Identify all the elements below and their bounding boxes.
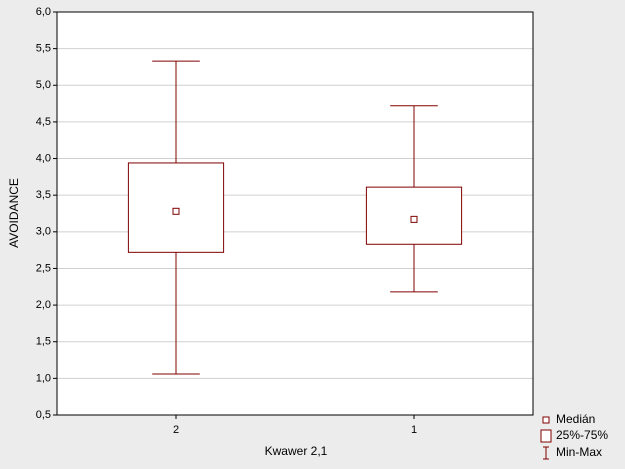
y-tick-label: 1,5: [36, 336, 51, 348]
y-tick-label: 4,5: [36, 116, 51, 128]
y-tick-label: 4,0: [36, 152, 51, 164]
legend-median-icon: [542, 416, 550, 424]
median: [172, 207, 180, 215]
y-tick-label: 0,5: [36, 409, 51, 421]
box: [365, 186, 463, 245]
x-tick-label: 2: [173, 424, 179, 436]
median: [410, 215, 418, 223]
y-axis-label: AVOIDANCE: [7, 178, 21, 248]
y-tick-label: 5,0: [36, 79, 51, 91]
y-tick-label: 3,0: [36, 226, 51, 238]
x-axis-label: Kwawer 2,1: [265, 444, 328, 458]
plot-frame: [56, 11, 534, 416]
legend-label: 25%-75%: [556, 428, 608, 442]
box: [127, 162, 225, 253]
y-tick-label: 6,0: [36, 6, 51, 18]
legend-label: Min-Max: [556, 445, 602, 459]
x-tick-label: 1: [411, 424, 417, 436]
legend-label: Medián: [556, 412, 595, 426]
y-tick-label: 3,5: [36, 189, 51, 201]
y-tick-label: 2,0: [36, 299, 51, 311]
y-tick-label: 5,5: [36, 43, 51, 55]
y-tick-label: 2,5: [36, 262, 51, 274]
y-tick-label: 1,0: [36, 372, 51, 384]
legend-box-icon: [540, 429, 552, 443]
